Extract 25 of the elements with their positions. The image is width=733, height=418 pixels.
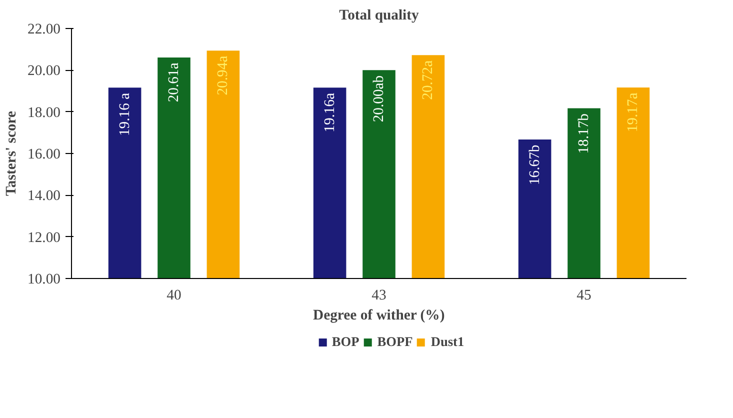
- data-label: 20.94a: [215, 55, 232, 96]
- y-tick-label: 18.00: [28, 104, 61, 121]
- data-label: 20.72a: [420, 60, 436, 100]
- data-label: 19.17a: [625, 92, 642, 132]
- x-axis-title: Degree of wither (%): [313, 308, 445, 324]
- y-tick-label: 14.00: [28, 188, 61, 204]
- data-label: 20.61a: [166, 62, 182, 102]
- data-label: 18.17b: [576, 113, 592, 154]
- y-tick-label: 12.00: [28, 230, 61, 246]
- y-tick-label: 10.00: [28, 272, 61, 288]
- x-tick-label: 45: [576, 288, 592, 304]
- x-tick-label: 43: [372, 288, 386, 304]
- legend-label: BOPF: [377, 334, 413, 350]
- legend-label: Dust1: [430, 334, 464, 350]
- data-label: 16.67b: [526, 144, 543, 186]
- y-axis-title: Tasters' score: [4, 110, 20, 196]
- data-label: 20.00ab: [371, 75, 387, 122]
- chart-title: Total quality: [339, 8, 420, 24]
- data-label: 19.16a: [322, 92, 338, 132]
- legend-label: BOP: [332, 334, 360, 350]
- x-tick-label: 40: [166, 288, 182, 304]
- y-tick-label: 22.00: [28, 22, 61, 38]
- y-tick-label: 16.00: [28, 146, 61, 162]
- y-tick-label: 20.00: [28, 63, 61, 80]
- data-label: 19.16 a: [116, 92, 133, 136]
